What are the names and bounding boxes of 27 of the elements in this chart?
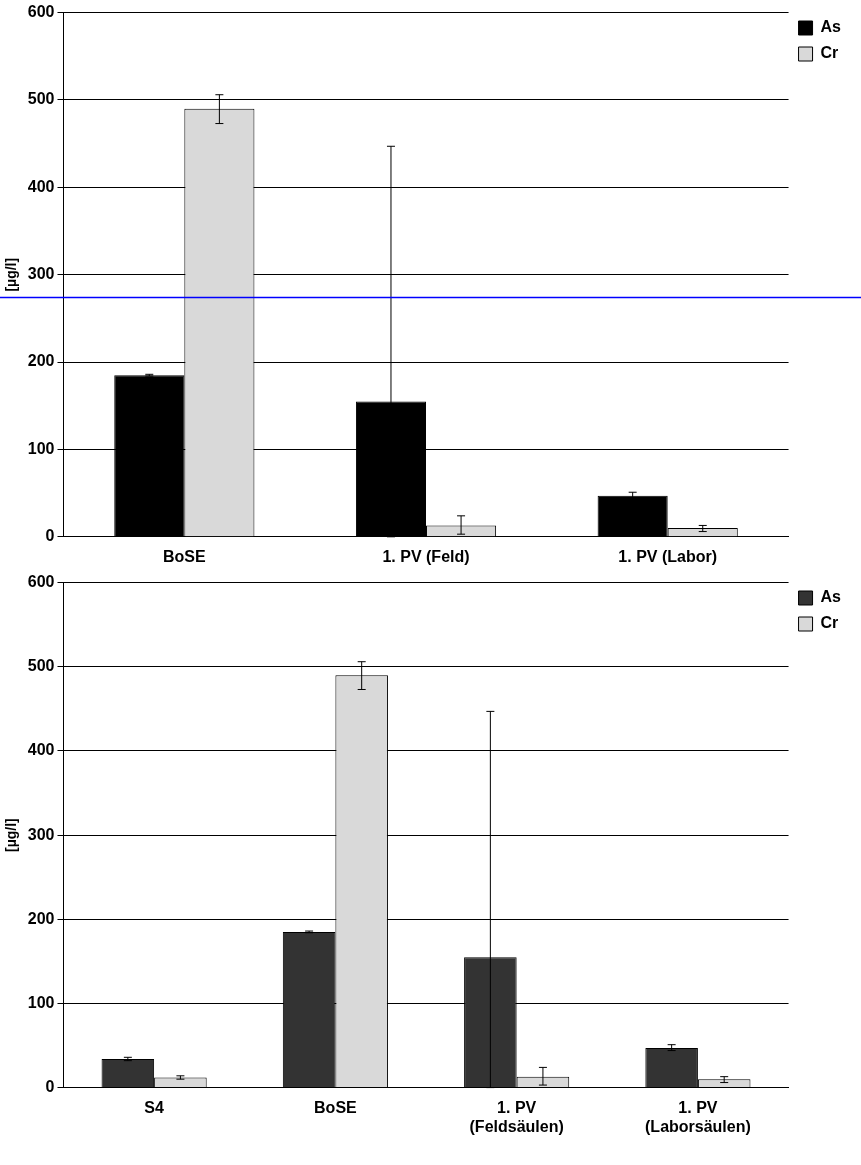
y-tick-label: 400: [27, 177, 55, 195]
y-tick-label: 600: [27, 573, 55, 591]
y-tick-label: 300: [27, 825, 55, 843]
y-tick-label: 400: [27, 741, 55, 759]
legend-label: Cr: [820, 44, 839, 62]
x-tick-label: BoSE: [314, 1098, 358, 1116]
x-tick-label: S4: [144, 1098, 165, 1116]
y-tick-label: 300: [27, 265, 55, 283]
y-tick-label: 200: [27, 352, 55, 370]
legend-label: As: [820, 18, 842, 36]
y-axis-title: [µg/l]: [3, 818, 20, 852]
y-tick-label: 200: [27, 909, 55, 927]
y-axis-title: [µg/l]: [3, 257, 20, 292]
x-tick-label: 1. PV (Labor): [618, 547, 718, 565]
y-tick-label: 0: [45, 1078, 55, 1096]
x-tick-label: 1. PV (Feldsäulen): [469, 1098, 564, 1135]
y-tick-label: 500: [27, 657, 55, 675]
y-tick-label: 100: [27, 993, 55, 1011]
y-tick-label: 500: [27, 90, 55, 108]
x-tick-label: 1. PV (Laborsäulen): [645, 1098, 751, 1135]
y-tick-label: 100: [27, 439, 55, 457]
legend-label: As: [820, 588, 842, 606]
x-tick-label: 1. PV (Feld): [382, 547, 470, 565]
x-tick-label: BoSE: [163, 547, 206, 565]
legend-label: Cr: [820, 614, 839, 632]
y-tick-label: 0: [45, 527, 55, 545]
y-tick-label: 600: [27, 3, 55, 21]
